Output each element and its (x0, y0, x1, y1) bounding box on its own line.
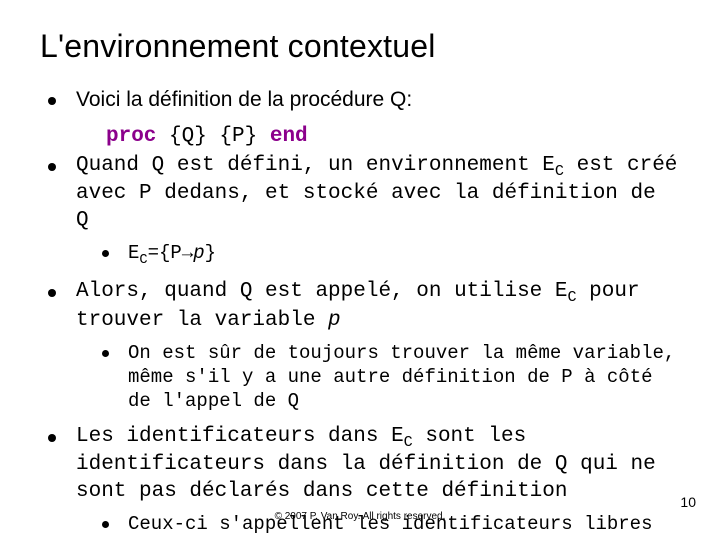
b3-ec-c: C (568, 289, 577, 307)
bullet-3-sub-1: On est sûr de toujours trouver la même v… (102, 341, 680, 414)
bullet-2-sub-1: EC={P→p} (102, 241, 680, 269)
keyword-end: end (270, 125, 308, 148)
b2s1-p: p (193, 242, 204, 264)
b2-mid1: est défini, un environnement (164, 154, 542, 177)
b3-p: p (328, 309, 341, 332)
footer-copyright: © 2007 P. Van Roy. All rights reserved. (0, 511, 720, 522)
b2s1-e: E (128, 242, 139, 264)
b2-pre: Quand (76, 154, 152, 177)
bullet-1: Voici la définition de la procédure Q: (48, 87, 680, 114)
b2s1-close: } (205, 242, 216, 264)
code-mid: {Q} {P} (156, 125, 269, 148)
b3-pre: Alors, quand (76, 280, 240, 303)
b2-q2: Q (76, 209, 89, 232)
keyword-proc: proc (106, 125, 156, 148)
b2s1-eq: ={P (148, 242, 182, 264)
slide-title: L'environnement contextuel (40, 28, 680, 65)
bullet-3-sub: On est sûr de toujours trouver la même v… (76, 341, 680, 414)
bullet-3: Alors, quand Q est appelé, on utilise EC… (48, 279, 680, 413)
b3-q: Q (240, 280, 253, 303)
b3-ec-e: E (555, 280, 568, 303)
b4-q: Q (555, 453, 568, 476)
b2-p: P (139, 182, 152, 205)
b2-q: Q (152, 154, 165, 177)
bullet-2-sub: EC={P→p} (76, 241, 680, 269)
b3-mid1: est appelé, on utilise (252, 280, 554, 303)
b4-a: Les identificateurs dans (76, 425, 391, 448)
slide: L'environnement contextuel Voici la défi… (0, 0, 720, 540)
b2-ec-e: E (542, 154, 555, 177)
b3s1-p: P (561, 366, 572, 388)
code-line: proc {Q} {P} end (48, 124, 680, 151)
bullet-1-text: Voici la définition de la procédure Q: (76, 88, 412, 111)
b2s1-arrow: → (182, 242, 193, 264)
b4-ec-c: C (404, 433, 413, 451)
page-number: 10 (680, 494, 696, 510)
bullet-2: Quand Q est défini, un environnement EC … (48, 153, 680, 270)
b3s1-q: Q (288, 390, 299, 412)
b2-mid3: dedans, et stocké avec la définition de (152, 182, 656, 205)
bullet-list: Voici la définition de la procédure Q: p… (40, 87, 680, 536)
b4-ec-e: E (391, 425, 404, 448)
b2s1-c: C (139, 253, 147, 268)
b2-ec-c: C (555, 162, 564, 180)
